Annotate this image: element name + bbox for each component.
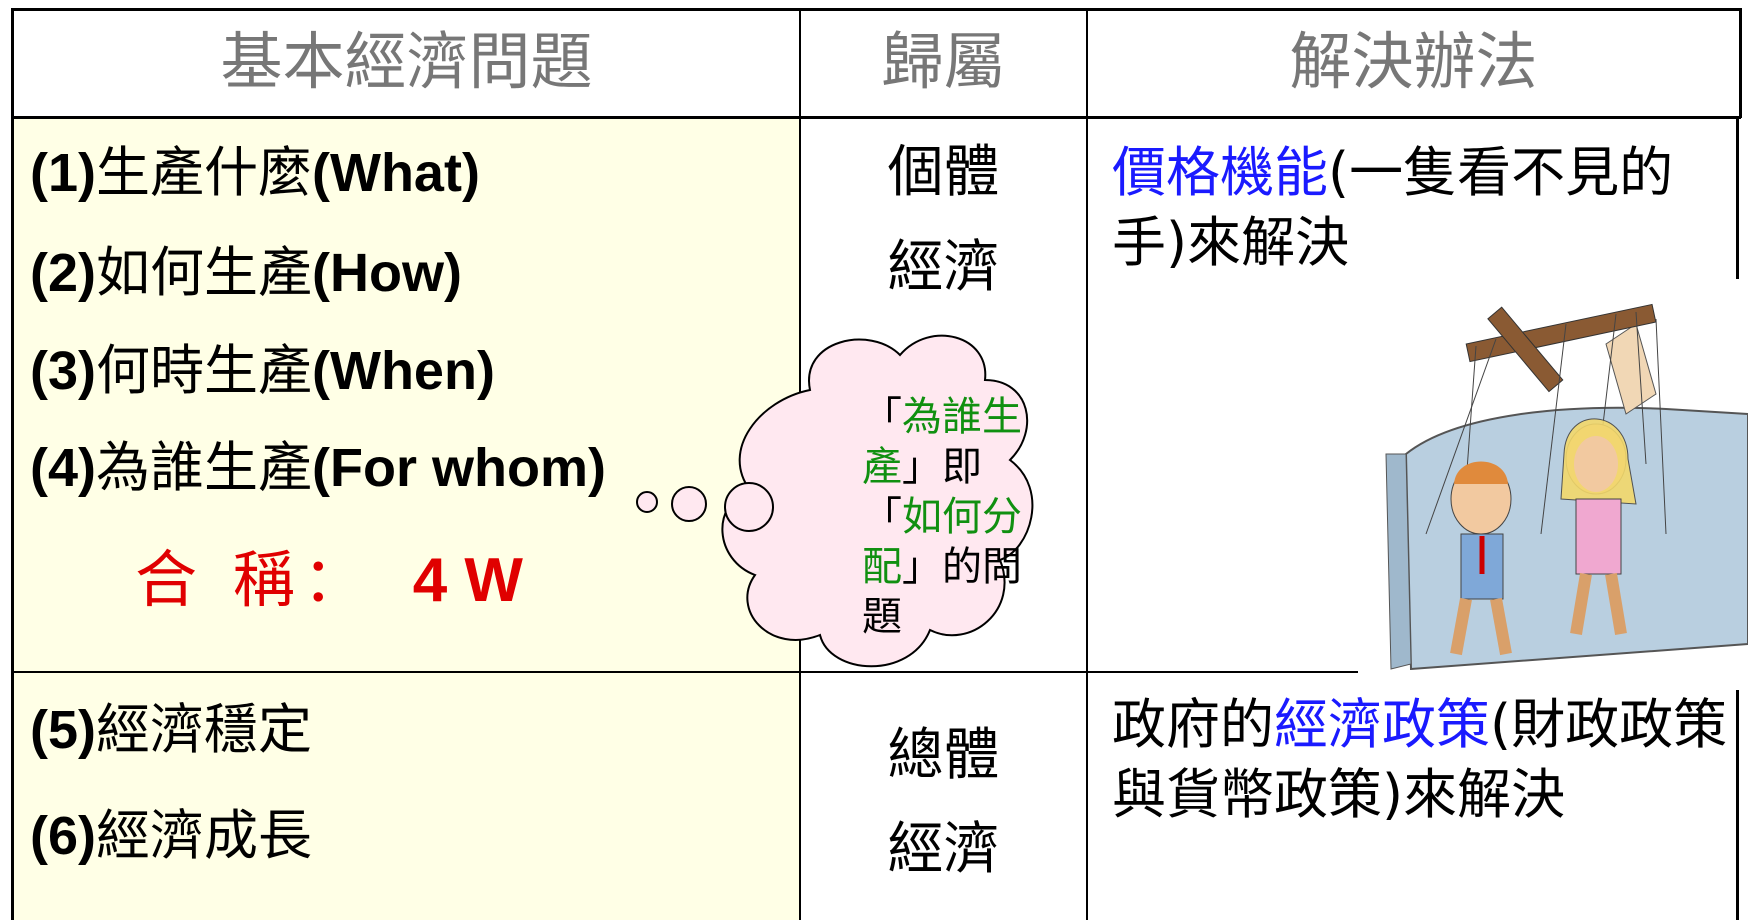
solution: 價格機能(一隻看不見的手)來解決 bbox=[1112, 138, 1732, 278]
border bbox=[11, 8, 14, 920]
problem-part: 為誰生產 bbox=[96, 436, 312, 499]
solution-part: 經濟政策 bbox=[1274, 693, 1490, 756]
problem-part: (For whom) bbox=[312, 438, 606, 498]
problem-part: 經濟成長 bbox=[96, 804, 312, 867]
problem-part: (When) bbox=[312, 341, 495, 401]
summary-label: 合 稱： bbox=[135, 543, 373, 616]
note: 為誰生產 bbox=[862, 394, 1022, 490]
problem-part: (1) bbox=[30, 143, 96, 203]
border bbox=[1736, 119, 1739, 279]
summary: 合 稱： 4 W bbox=[135, 545, 523, 616]
header-cell: 解決辦法 bbox=[1289, 25, 1538, 98]
solution-part: (財政政策與貨幣政策)來解決 bbox=[1112, 693, 1728, 826]
header-cell: 歸屬 bbox=[881, 25, 1006, 98]
thought-cloud bbox=[636, 334, 1034, 668]
problem-item: (2)如何生產(How) bbox=[30, 238, 462, 308]
problem-part: (What) bbox=[312, 143, 480, 203]
header-cell: 基本經濟問題 bbox=[220, 25, 593, 98]
solution-part: 政府的 bbox=[1112, 693, 1274, 756]
puppet-illustration bbox=[1385, 303, 1748, 670]
border bbox=[11, 8, 1741, 11]
problem-part: (4) bbox=[30, 438, 96, 498]
category: 個體 bbox=[887, 140, 1000, 205]
solution-part: (一隻看不見的手)來解決 bbox=[1112, 141, 1674, 274]
problem-part: (How) bbox=[312, 243, 462, 303]
category: 總體 bbox=[887, 723, 1000, 788]
note: 如何分配 bbox=[862, 494, 1022, 590]
note: 」的問題 bbox=[862, 544, 1022, 640]
problem-part: (2) bbox=[30, 243, 96, 303]
border bbox=[1086, 8, 1088, 920]
border bbox=[11, 116, 1741, 119]
border bbox=[1739, 8, 1742, 118]
problem-part: 經濟穩定 bbox=[96, 698, 312, 761]
note: 」即 bbox=[902, 444, 982, 490]
cloud-text: 「為誰生產」即「如何分配」的問題 bbox=[862, 392, 1042, 642]
note: 「 bbox=[862, 494, 902, 540]
summary-value: 4 W bbox=[412, 546, 523, 615]
solution-part: 價格機能 bbox=[1112, 141, 1328, 204]
problem-part: 何時生產 bbox=[96, 339, 312, 402]
problem-item: (6)經濟成長 bbox=[30, 801, 312, 871]
problem-part: 生產什麼 bbox=[96, 141, 312, 204]
category: 經濟 bbox=[887, 235, 1000, 300]
problem-part: (6) bbox=[30, 806, 96, 866]
border bbox=[11, 671, 1358, 673]
left-column-bg bbox=[13, 117, 800, 920]
border bbox=[1736, 690, 1739, 920]
problem-item: (1)生產什麼(What) bbox=[30, 138, 480, 208]
problem-item: (4)為誰生產(For whom) bbox=[30, 433, 606, 503]
category: 經濟 bbox=[887, 817, 1000, 882]
problem-item: (5)經濟穩定 bbox=[30, 695, 312, 765]
problem-item: (3)何時生產(When) bbox=[30, 336, 495, 406]
solution: 政府的經濟政策(財政政策與貨幣政策)來解決 bbox=[1112, 690, 1732, 830]
problem-part: (3) bbox=[30, 341, 96, 401]
problem-part: (5) bbox=[30, 700, 96, 760]
note: 「 bbox=[862, 394, 902, 440]
problem-part: 如何生產 bbox=[96, 241, 312, 304]
